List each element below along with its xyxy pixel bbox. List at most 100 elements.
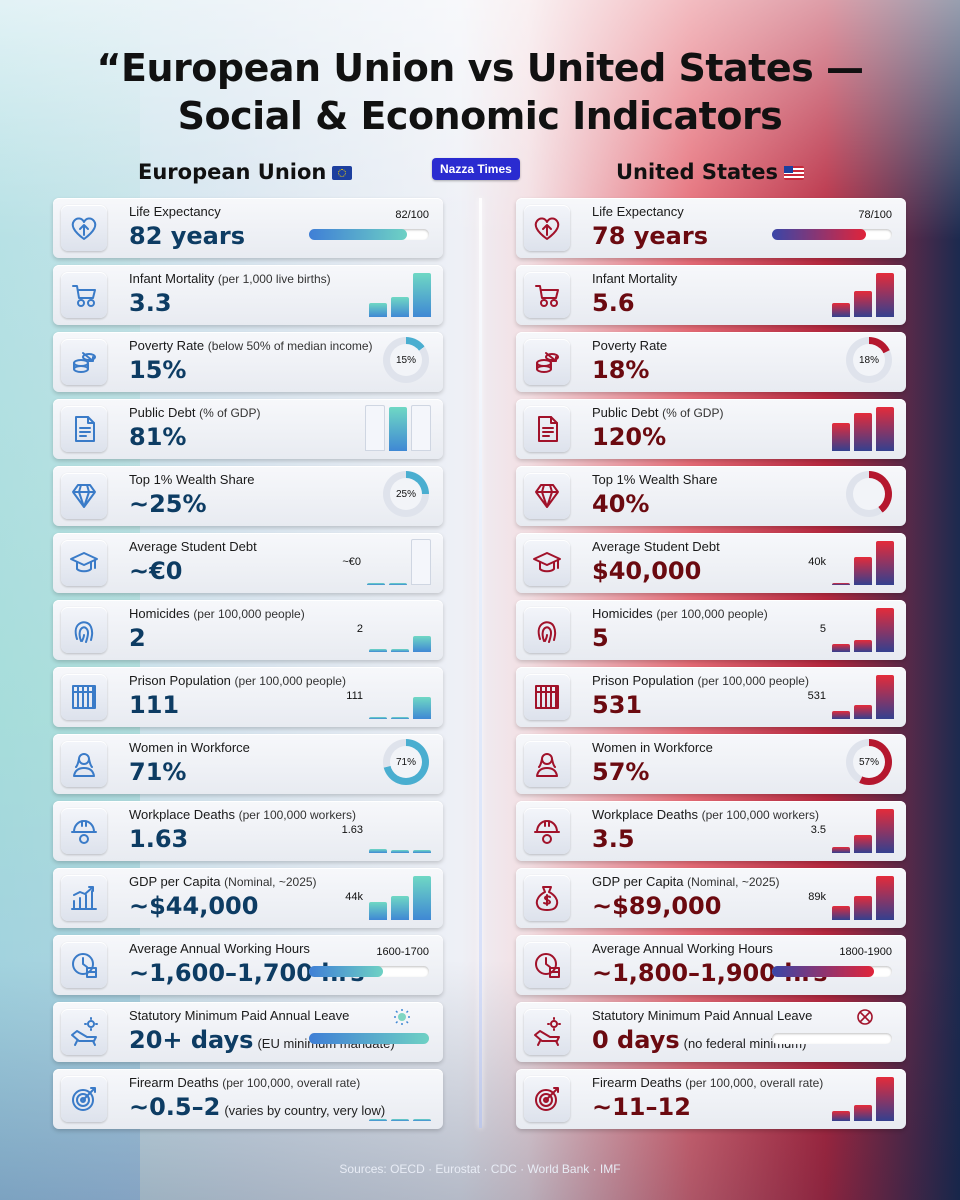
bar-label: 89k xyxy=(808,891,826,903)
eu-indicator-card: Statutory Minimum Paid Annual Leave 20+ d… xyxy=(53,1002,443,1062)
us-indicator-card: Poverty Rate 18% 18% xyxy=(516,332,906,392)
indicator-value: 2 xyxy=(129,624,146,652)
indicator-value: 111 xyxy=(129,691,179,719)
bar-label: 2 xyxy=(356,623,363,635)
bar xyxy=(854,557,872,585)
bar-label: 44k xyxy=(345,891,363,903)
bar xyxy=(876,407,894,451)
indicator-name: Average Student Debt xyxy=(592,539,720,554)
indicator-label: Poverty Rate (below 50% of median income… xyxy=(129,338,373,353)
indicator-value-text: 15% xyxy=(129,356,187,384)
money-bag-icon xyxy=(524,875,570,921)
indicator-value: ~$89,000 xyxy=(592,892,721,920)
bar xyxy=(876,1077,894,1121)
eu-indicator-card: GDP per Capita (Nominal, ~2025) ~$44,000 4… xyxy=(53,868,443,928)
eu-indicator-card: Public Debt (% of GDP) 81% xyxy=(53,399,443,459)
indicator-value-text: ~25% xyxy=(129,490,207,518)
bar xyxy=(854,413,872,451)
us-flag-icon xyxy=(783,166,804,180)
heart-icon xyxy=(524,205,570,251)
progress-fill xyxy=(309,966,384,977)
sources-footer: Sources: OECD · Eurostat · CDC · World B… xyxy=(339,1162,621,1176)
indicator-name: Firearm Deaths xyxy=(129,1075,219,1090)
mini-bar-chart xyxy=(832,405,894,451)
bar xyxy=(876,809,894,853)
mini-bar-chart xyxy=(369,1075,431,1121)
progress-label: 78/100 xyxy=(858,209,892,221)
indicator-label: Infant Mortality xyxy=(592,271,677,286)
clock-icon xyxy=(61,942,107,988)
indicator-qualifier: (per 100,000, overall rate) xyxy=(685,1076,824,1090)
indicator-qualifier: (below 50% of median income) xyxy=(207,339,373,353)
bar xyxy=(411,539,431,585)
indicator-name: Statutory Minimum Paid Annual Leave xyxy=(129,1008,350,1023)
indicator-qualifier: (per 100,000 workers) xyxy=(701,808,819,822)
indicator-value: 40% xyxy=(592,490,649,518)
indicator-qualifier: (% of GDP) xyxy=(662,406,724,420)
bar xyxy=(369,902,387,920)
indicator-value-text: 3.5 xyxy=(592,825,635,853)
us-indicator-card: Average Student Debt $40,000 40k xyxy=(516,533,906,593)
us-indicator-card: Statutory Minimum Paid Annual Leave 0 day… xyxy=(516,1002,906,1062)
indicator-label: Homicides (per 100,000 people) xyxy=(592,606,768,621)
indicator-value-text: 2 xyxy=(129,624,146,652)
bar xyxy=(391,649,409,652)
indicator-name: Average Student Debt xyxy=(129,539,257,554)
us-indicator-card: Women in Workforce 57% 57% xyxy=(516,734,906,794)
indicator-value-text: 78 years xyxy=(592,222,708,250)
center-divider xyxy=(479,198,482,1128)
progress-bar xyxy=(772,966,892,977)
bar xyxy=(832,303,850,317)
us-indicator-card: GDP per Capita (Nominal, ~2025) ~$89,000 8… xyxy=(516,868,906,928)
mini-bar-chart: ~€0 xyxy=(342,539,431,585)
mini-bar-chart: 89k xyxy=(808,874,894,920)
bar xyxy=(854,1105,872,1121)
bar xyxy=(389,407,407,451)
indicator-value-text: 5.6 xyxy=(592,289,635,317)
indicator-value-text: 0 days xyxy=(592,1026,680,1054)
diamond-icon xyxy=(524,473,570,519)
indicator-value-text: 20+ days xyxy=(129,1026,254,1054)
target-icon xyxy=(61,1076,107,1122)
indicator-name: Prison Population xyxy=(129,673,231,688)
donut-chart: 57% xyxy=(846,739,892,785)
bar xyxy=(391,297,409,317)
bar-label: 40k xyxy=(808,556,826,568)
prison-bars-icon xyxy=(524,674,570,720)
indicator-label: Infant Mortality (per 1,000 live births) xyxy=(129,271,331,286)
progress-label: 82/100 xyxy=(395,209,429,221)
indicator-name: Average Annual Working Hours xyxy=(592,941,773,956)
progress-label: 1600-1700 xyxy=(376,946,429,958)
bar xyxy=(369,849,387,853)
mini-bar-chart xyxy=(832,1075,894,1121)
indicator-name: Poverty Rate xyxy=(129,338,205,353)
indicator-name: Life Expectancy xyxy=(592,204,684,219)
indicator-value: 15% xyxy=(129,356,186,384)
indicator-name: Homicides xyxy=(129,606,190,621)
bar-label: 1.63 xyxy=(341,824,363,836)
coins-icon xyxy=(524,339,570,385)
target-icon xyxy=(524,1076,570,1122)
indicator-name: Infant Mortality xyxy=(129,271,215,286)
indicator-label: Firearm Deaths (per 100,000, overall rat… xyxy=(592,1075,823,1090)
bar xyxy=(365,405,385,451)
bar xyxy=(391,850,409,853)
indicator-value: 71% xyxy=(129,758,186,786)
progress-fill xyxy=(772,229,866,240)
bar xyxy=(854,291,872,317)
indicator-label: GDP per Capita (Nominal, ~2025) xyxy=(129,874,317,889)
bar xyxy=(369,303,387,317)
indicator-name: Prison Population xyxy=(592,673,694,688)
mini-bar-chart: 5 xyxy=(820,606,894,652)
mini-bar-chart: 2 xyxy=(357,606,431,652)
donut-label: 18% xyxy=(853,344,885,376)
indicator-value: 5 xyxy=(592,624,609,652)
indicator-value: ~0.5–2 (varies by country, very low) xyxy=(129,1093,385,1121)
mini-bar-chart: 531 xyxy=(808,673,894,719)
donut-chart xyxy=(846,471,892,517)
progress-bar xyxy=(309,966,429,977)
title-line-2: Social & Economic Indicators xyxy=(177,94,783,138)
indicator-value: ~11–12 xyxy=(592,1093,691,1121)
indicator-name: GDP per Capita xyxy=(129,874,221,889)
